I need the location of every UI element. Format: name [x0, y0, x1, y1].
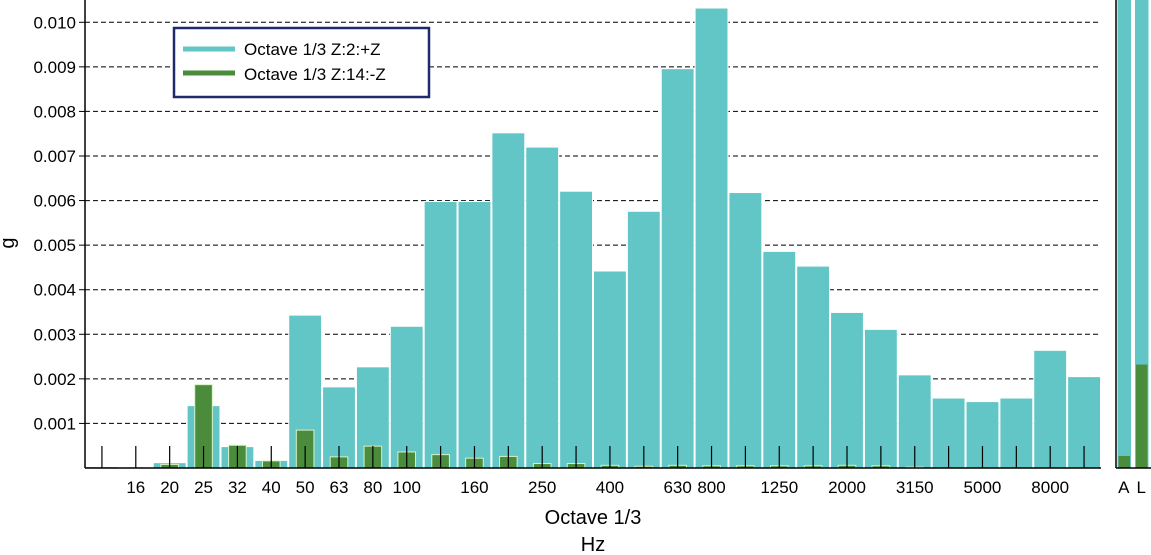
summary-bar-series-1: [1117, 0, 1131, 468]
x-tick-label: 2000: [828, 478, 866, 497]
x-tick-label: 32: [228, 478, 247, 497]
bar-series-1: [457, 200, 492, 469]
x-tick-label: 250: [528, 478, 556, 497]
summary-bar-series-1: [1135, 0, 1149, 468]
bar-series-1: [660, 68, 695, 469]
x-tick-label: 16: [126, 478, 145, 497]
y-tick-label: 0.005: [33, 236, 76, 255]
bar-series-1: [728, 192, 763, 469]
bar-series-1: [525, 146, 560, 469]
x-tick-label: 20: [160, 478, 179, 497]
x-axis-unit: Hz: [581, 534, 605, 555]
y-tick-label: 0.001: [33, 414, 76, 433]
summary-bar-series-2: [1136, 364, 1148, 468]
y-tick-label: 0.006: [33, 192, 76, 211]
bar-series-1: [626, 210, 661, 469]
bar-series-1: [796, 265, 831, 469]
legend-box: [172, 26, 431, 99]
y-tick-label: 0.004: [33, 281, 76, 300]
x-tick-label: 630: [663, 478, 691, 497]
y-tick-label: 0.009: [33, 58, 76, 77]
bar-series-1: [694, 7, 729, 469]
axes: [79, 0, 1101, 469]
y-axis-label: g: [0, 237, 19, 248]
x-tick-label: 80: [363, 478, 382, 497]
tick-labels: 0.001 0.002 0.003 0.004 0.005 0.006 0.007 0.008…: [33, 13, 1069, 497]
x-tick-label: 50: [296, 478, 315, 497]
x-tick-label: 3150: [896, 478, 934, 497]
x-tick-label: 400: [596, 478, 624, 497]
legend-label-series-2: Octave 1/3 Z:14:-Z: [244, 65, 386, 84]
y-tick-label: 0.008: [33, 102, 76, 121]
x-tick-label: 5000: [964, 478, 1002, 497]
x-tick-label: 100: [393, 478, 421, 497]
x-tick-label: 160: [460, 478, 488, 497]
bar-series-1: [491, 132, 526, 469]
bar-series-1: [830, 311, 864, 469]
bar-series-1: [593, 270, 627, 469]
bars: [85, 7, 1101, 469]
x-tick-label: 63: [330, 478, 349, 497]
legend: Octave 1/3 Z:2:+Z Octave 1/3 Z:14:-Z: [172, 26, 431, 99]
bar-series-1: [1067, 376, 1101, 469]
x-tick-label: 8000: [1031, 478, 1069, 497]
summary-bar-series-2: [1118, 455, 1130, 468]
bar-series-1: [423, 200, 458, 469]
x-axis-label: Octave 1/3: [545, 507, 642, 529]
x-tick-label: 25: [194, 478, 213, 497]
y-tick-label: 0.010: [33, 13, 76, 32]
bar-series-1: [559, 190, 594, 469]
legend-label-series-1: Octave 1/3 Z:2:+Z: [244, 40, 381, 59]
y-tick-label: 0.003: [33, 325, 76, 344]
summary-category-label: A: [1118, 478, 1130, 497]
summary-category-label: L: [1137, 478, 1146, 497]
x-tick-label: 40: [262, 478, 281, 497]
x-tick-label: 1250: [760, 478, 798, 497]
y-tick-label: 0.007: [33, 147, 76, 166]
bar-series-1: [762, 250, 797, 469]
y-tick-label: 0.002: [33, 370, 76, 389]
bar-series-1: [1033, 349, 1068, 469]
x-tick-label: 800: [697, 478, 725, 497]
bar-series-1: [863, 328, 898, 469]
